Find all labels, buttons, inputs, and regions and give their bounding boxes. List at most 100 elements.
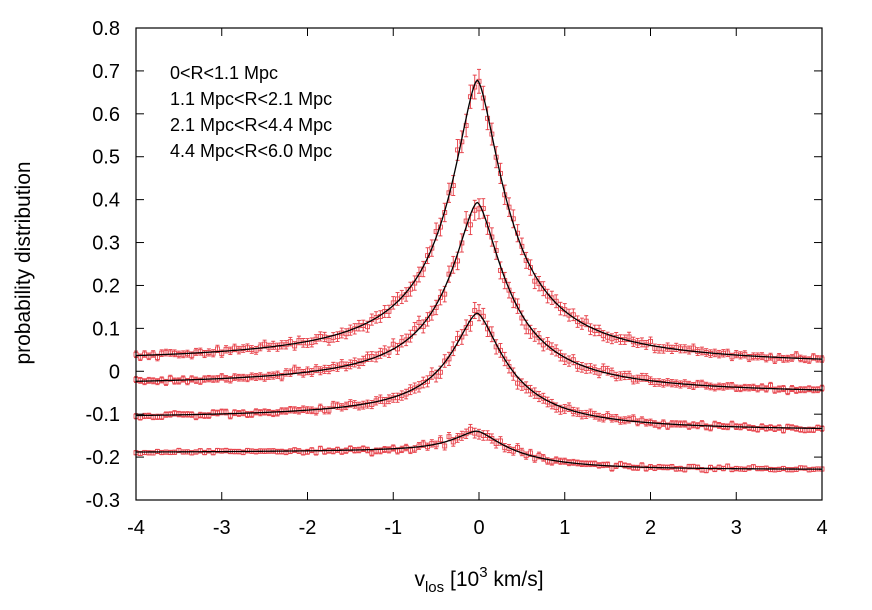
data-point [540, 286, 546, 292]
data-point [635, 465, 641, 471]
y-tick-label: -0.2 [86, 447, 120, 469]
data-point [485, 432, 491, 438]
fit-curve [136, 430, 823, 470]
data-point [690, 345, 696, 351]
x-axis-label: vlos [103 km/s] [414, 564, 543, 596]
fit-curve [135, 201, 823, 391]
y-tick-label: 0 [109, 361, 120, 383]
y-tick-label: 0.4 [92, 190, 120, 212]
data-point [536, 335, 542, 341]
data-layer [133, 68, 825, 474]
x-tick-label: -4 [127, 517, 145, 539]
data-point [467, 222, 473, 228]
legend-entry-3: 2.1 Mpc<R<4.4 Mpc [170, 115, 332, 135]
data-point [373, 354, 379, 360]
data-point [442, 291, 448, 297]
y-axis-label: probability distribution [12, 161, 35, 364]
x-tick-label: 4 [816, 517, 827, 539]
data-point [648, 338, 653, 344]
data-point [416, 272, 422, 278]
data-point [532, 278, 538, 284]
data-point [613, 415, 619, 421]
data-point [626, 334, 632, 340]
y-tick-label: 0.8 [92, 18, 120, 40]
data-point [506, 364, 512, 370]
data-point [489, 436, 495, 441]
y-tick-label: 0.6 [92, 104, 120, 126]
x-axis-label-superscript: 3 [479, 564, 487, 581]
series-1 [133, 68, 825, 364]
data-point [403, 337, 409, 343]
data-point [540, 395, 546, 401]
data-point [154, 355, 160, 360]
x-tick-label: -2 [299, 517, 317, 539]
x-axis-label-unit-end: km/s] [488, 568, 544, 591]
data-point [416, 320, 422, 325]
data-point [630, 415, 636, 421]
data-point [210, 350, 216, 356]
legend-entry-4: 4.4 Mpc<R<6.0 Mpc [170, 141, 332, 161]
y-tick-label: -0.1 [86, 404, 120, 426]
series-4 [133, 423, 825, 474]
data-point [150, 351, 156, 357]
data-point [639, 339, 645, 345]
legend: 0<R<1.1 Mpc 1.1 Mpc<R<2.1 Mpc 2.1 Mpc<R<… [170, 63, 332, 161]
x-axis-label-subscript: los [425, 579, 444, 596]
data-point [339, 361, 345, 367]
x-tick-label: -3 [213, 517, 231, 539]
data-point [768, 382, 773, 388]
data-point [793, 352, 799, 358]
x-axis-label-main: v [414, 568, 425, 591]
data-point [390, 341, 396, 347]
data-point [215, 346, 220, 352]
x-tick-label: -1 [384, 517, 402, 539]
data-point [502, 356, 508, 362]
y-tick-label: 0.3 [92, 233, 120, 255]
data-point [583, 318, 589, 324]
data-point [605, 412, 611, 418]
data-point [159, 377, 165, 383]
series-3 [133, 301, 825, 434]
data-point [287, 370, 293, 376]
y-tick-label: -0.3 [86, 490, 120, 512]
data-point [262, 341, 268, 347]
data-point [442, 443, 448, 449]
data-point [365, 324, 370, 330]
data-point [463, 325, 469, 330]
legend-entry-2: 1.1 Mpc<R<2.1 Mpc [170, 89, 332, 109]
data-point [772, 357, 778, 363]
data-point [549, 295, 555, 301]
data-point [326, 337, 332, 343]
data-point [180, 376, 186, 382]
data-point [446, 434, 452, 440]
data-point [437, 369, 443, 375]
data-point [450, 439, 456, 445]
data-point [643, 375, 649, 380]
data-point [433, 373, 439, 379]
data-point [742, 351, 748, 357]
x-axis-label-unit-start: [10 [444, 568, 479, 591]
data-point [467, 426, 473, 432]
data-point [515, 444, 521, 450]
x-tick-label: 0 [473, 517, 484, 539]
x-tick-label: 1 [559, 517, 570, 539]
data-point [437, 437, 443, 443]
data-point [437, 294, 443, 300]
data-point [605, 462, 611, 468]
tick-layer: -4 -3 -2 -1 0 1 2 3 4 -0.3 -0.2 -0.1 0 0.1 0.2 0.3 0.4 0.… [86, 18, 828, 539]
fit-curve [135, 79, 823, 360]
data-point [412, 326, 418, 332]
fit-curve [135, 312, 823, 430]
x-tick-label: 3 [731, 517, 742, 539]
y-tick-label: 0.1 [92, 318, 120, 340]
y-tick-label: 0.2 [92, 275, 120, 297]
data-point [309, 370, 315, 375]
y-tick-label: 0.7 [92, 61, 120, 83]
data-point [532, 390, 538, 396]
data-point [425, 444, 430, 450]
data-point [523, 324, 529, 330]
data-point [528, 329, 533, 335]
data-point [399, 294, 405, 300]
x-tick-label: 2 [645, 517, 656, 539]
